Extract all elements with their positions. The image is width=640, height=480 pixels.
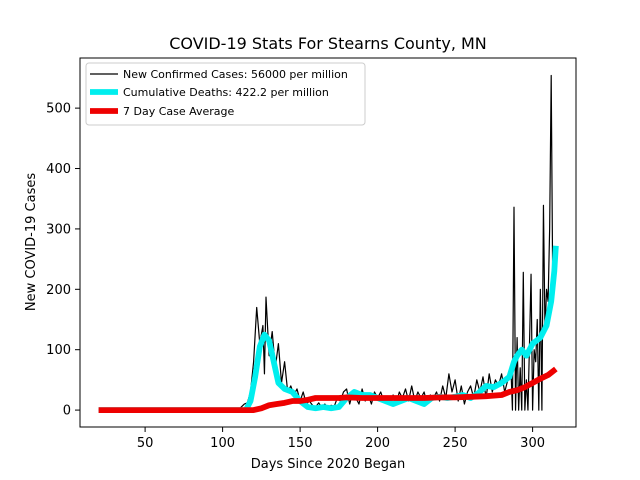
legend-label: New Confirmed Cases: 56000 per million — [123, 68, 348, 81]
x-tick-label: 50 — [137, 436, 154, 451]
y-axis-label: New COVID-19 Cases — [24, 173, 39, 311]
y-tick-label: 0 — [63, 404, 71, 419]
legend-label: Cumulative Deaths: 422.2 per million — [123, 86, 329, 99]
x-tick-label: 200 — [365, 436, 390, 451]
y-tick-label: 300 — [46, 222, 71, 237]
legend-entry-cumulative-deaths: Cumulative Deaths: 422.2 per million — [90, 86, 329, 99]
y-tick-label: 400 — [46, 162, 71, 177]
plot-frame — [79, 57, 577, 428]
series-new-confirmed-cases — [98, 74, 557, 411]
x-tick-label: 250 — [443, 436, 468, 451]
legend-entry-7-day-case-average: 7 Day Case Average — [90, 105, 235, 118]
y-tick-label: 200 — [46, 283, 71, 298]
legend-label: 7 Day Case Average — [123, 105, 235, 118]
series-cumulative-deaths — [98, 245, 559, 413]
x-tick-label: 300 — [520, 436, 545, 451]
legend-box — [85, 62, 366, 126]
legend-entry-new-confirmed-cases: New Confirmed Cases: 56000 per million — [90, 68, 348, 81]
series-7-day-case-average — [98, 366, 558, 413]
x-axis-label: Days Since 2020 Began — [251, 457, 406, 472]
y-tick-label: 100 — [46, 343, 71, 358]
x-tick-label: 150 — [288, 436, 313, 451]
x-tick-label: 100 — [210, 436, 235, 451]
y-tick-label: 500 — [46, 102, 71, 117]
series-group — [98, 74, 559, 413]
chart-title: COVID-19 Stats For Stearns County, MN — [169, 34, 487, 53]
